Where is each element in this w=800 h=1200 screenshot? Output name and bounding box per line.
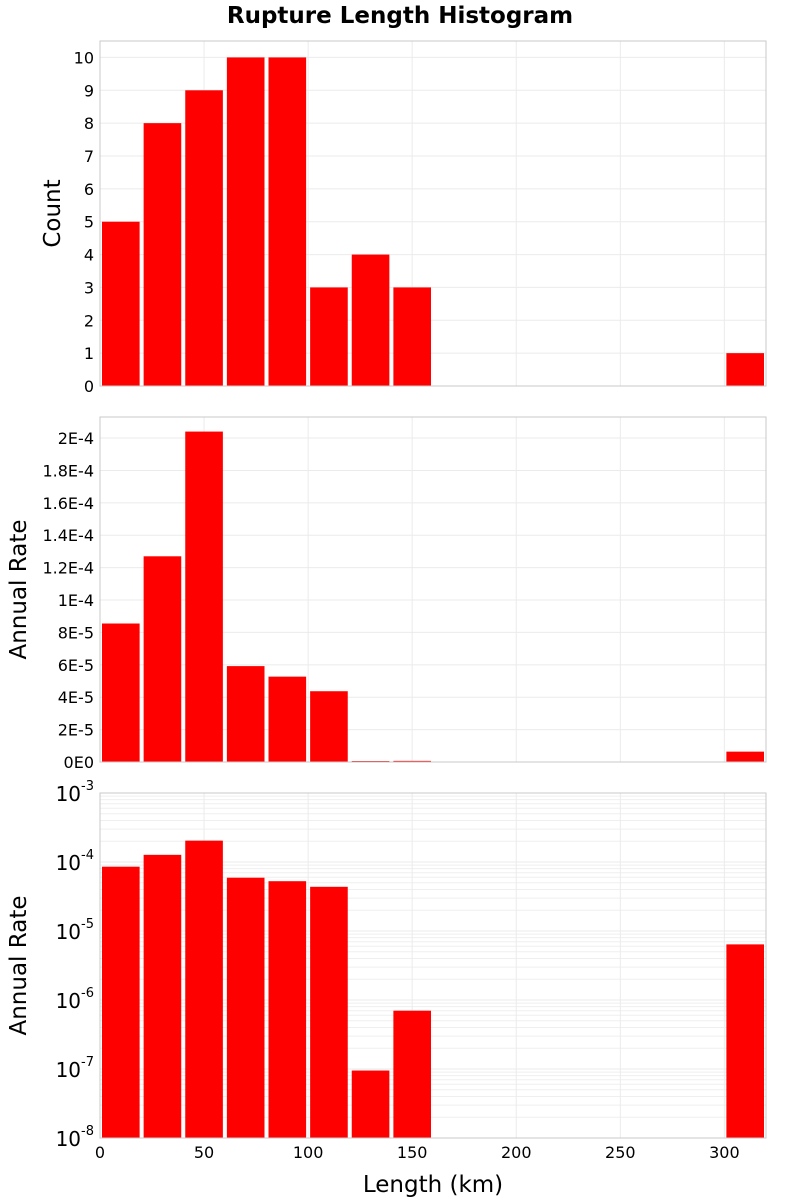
x-tick-label: 250 [605,1143,636,1162]
y-tick-label: 10 [74,48,94,67]
y-tick-label: 1.4E-4 [42,526,94,545]
panel-rate-log: 10-8 10-7 10-6 10-5 10-4 10-3 Annual Rate [6,779,767,1151]
x-tick-label: 100 [293,1143,324,1162]
y-tick-label: 4 [84,246,94,265]
x-tick-label: 0 [95,1143,105,1162]
y-axis-label: Count [40,179,66,247]
bar [726,944,764,1138]
y-tick-label: 10-8 [56,1124,94,1151]
bar [726,751,764,762]
y-tick-label: 0 [84,377,94,396]
bar [268,676,307,762]
y-tick-label: 1.2E-4 [42,559,94,578]
bar [268,57,307,387]
bar [185,431,223,762]
y-tick-label: 10-3 [56,779,94,806]
bar [226,877,265,1138]
x-tick-label: 300 [709,1143,740,1162]
y-tick-label: 10-6 [56,986,94,1013]
bar [102,623,140,762]
bar [102,866,140,1138]
plot-frame [99,792,767,1139]
bar [102,221,140,386]
y-tick-label: 8 [84,114,94,133]
chart-panels: 0 1 2 3 4 5 6 7 8 9 10 Count 0E0 2E-5 4E-5 6E-5 8E-5 1E-4… [6,40,767,1162]
y-tick-label: 0E0 [64,753,94,772]
bar [226,666,265,762]
y-tick-label: 10-4 [56,848,94,875]
bar [393,760,431,762]
bar [351,254,390,386]
bar [310,691,348,762]
bar [310,886,348,1138]
y-tick-label: 8E-5 [58,623,94,642]
y-tick-label: 7 [84,147,94,166]
bar [226,57,265,387]
bar [268,881,307,1138]
x-axis-label: Length (km) [363,1172,503,1198]
x-tick-label: 150 [397,1143,428,1162]
y-tick-label: 1E-4 [58,591,94,610]
chart-title: Rupture Length Histogram [227,3,573,29]
bar [393,1010,431,1138]
bar [185,90,223,387]
y-tick-label: 6 [84,180,94,199]
bar [143,854,182,1138]
y-tick-label: 1.8E-4 [42,461,94,480]
y-axis-label: Annual Rate [6,520,32,660]
y-tick-label: 5 [84,213,94,232]
y-axis-label: Annual Rate [6,896,32,1036]
plot-frame [99,40,767,387]
x-tick-label: 200 [501,1143,532,1162]
panel-count: 0 1 2 3 4 5 6 7 8 9 10 Count [40,40,767,396]
y-tick-label: 10-5 [56,917,94,944]
y-tick-label: 6E-5 [58,656,94,675]
panel-rate-linear: 0E0 2E-5 4E-5 6E-5 8E-5 1E-4 1.2E-4 1.4E-4 1.6E-… [6,416,767,772]
bar [143,123,182,387]
bar [393,287,431,386]
y-tick-label: 1 [84,344,94,363]
bar [310,287,348,386]
y-tick-label: 4E-5 [58,688,94,707]
y-tick-label: 10-7 [56,1055,94,1082]
y-tick-label: 3 [84,278,94,297]
bar [351,1070,390,1138]
y-tick-label: 2E-5 [58,721,94,740]
y-tick-label: 2 [84,311,94,330]
y-tick-label: 2E-4 [58,429,94,448]
bar [726,353,764,386]
y-tick-label: 9 [84,81,94,100]
bar [143,556,182,762]
x-tick-label: 50 [194,1143,214,1162]
bar [185,840,223,1138]
plot-frame [99,416,767,763]
y-tick-label: 1.6E-4 [42,494,94,513]
